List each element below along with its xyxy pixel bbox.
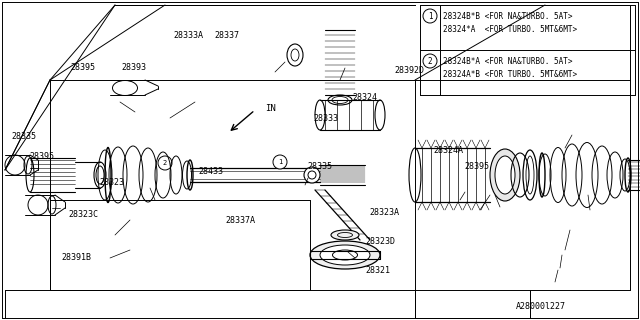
Text: 28335: 28335 (307, 162, 333, 171)
Circle shape (273, 155, 287, 169)
Text: 28433: 28433 (198, 167, 224, 176)
Circle shape (304, 167, 320, 183)
Text: 28324: 28324 (352, 93, 378, 102)
Text: 1: 1 (278, 159, 282, 165)
Text: 28395: 28395 (464, 162, 490, 171)
Text: 2: 2 (428, 57, 432, 66)
Text: 28337A: 28337A (225, 216, 255, 225)
Text: 28324*A  <FOR TURBO. 5MT&6MT>: 28324*A <FOR TURBO. 5MT&6MT> (443, 25, 577, 34)
Text: 28323D: 28323D (366, 237, 396, 246)
Text: 1: 1 (428, 12, 432, 20)
Text: 28391B: 28391B (62, 253, 92, 262)
Text: A28000l227: A28000l227 (516, 302, 566, 311)
Text: 28323: 28323 (99, 178, 125, 187)
Text: 28335: 28335 (12, 132, 37, 140)
Ellipse shape (331, 230, 359, 240)
Text: 28324A*B <FOR TURBO. 5MT&6MT>: 28324A*B <FOR TURBO. 5MT&6MT> (443, 69, 577, 78)
Ellipse shape (495, 156, 515, 194)
Circle shape (158, 156, 172, 170)
Ellipse shape (310, 241, 380, 269)
Text: 28323A: 28323A (369, 208, 399, 217)
Text: 28324B*A <FOR NA&TURBO. 5AT>: 28324B*A <FOR NA&TURBO. 5AT> (443, 57, 573, 66)
Text: 28323C: 28323C (68, 210, 98, 219)
Text: 28337: 28337 (214, 31, 240, 40)
Text: 28324A: 28324A (433, 146, 463, 155)
Ellipse shape (490, 149, 520, 201)
Text: 28333: 28333 (314, 114, 339, 123)
Text: 28321: 28321 (365, 266, 390, 275)
Text: 2: 2 (163, 160, 167, 166)
Text: 28333A: 28333A (174, 31, 204, 40)
Circle shape (423, 9, 437, 23)
Text: 28395: 28395 (70, 63, 96, 72)
Text: 28395: 28395 (29, 152, 54, 161)
Text: 28393: 28393 (122, 63, 147, 72)
Ellipse shape (320, 245, 370, 265)
Text: 28392D: 28392D (395, 66, 424, 75)
Text: IN: IN (265, 103, 276, 113)
Text: 28324B*B <FOR NA&TURBO. 5AT>: 28324B*B <FOR NA&TURBO. 5AT> (443, 12, 573, 20)
Circle shape (423, 54, 437, 68)
